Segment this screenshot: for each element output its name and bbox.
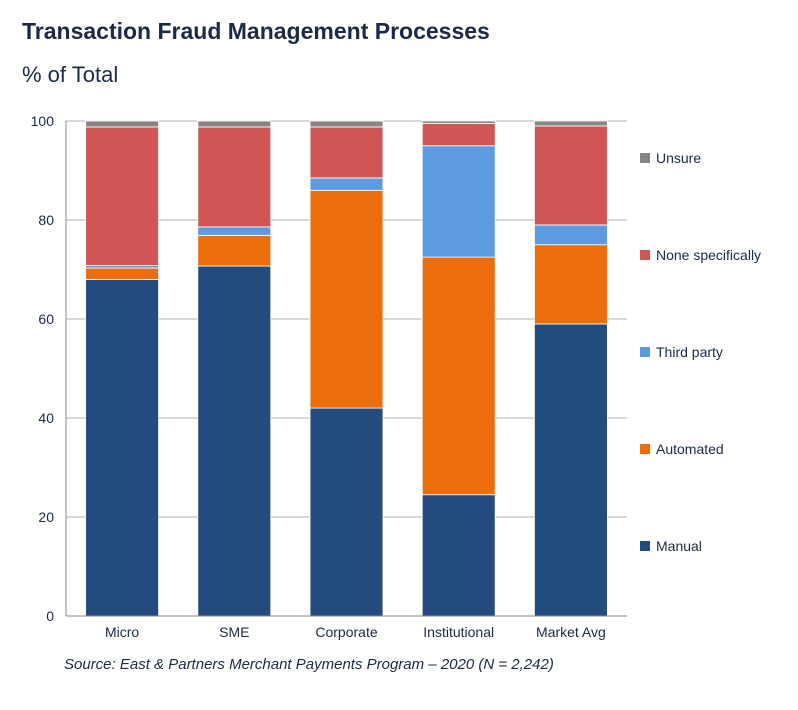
bar-segment-manual [197,265,272,617]
y-tick-label: 40 [38,410,54,426]
y-tick-label: 60 [38,311,54,327]
y-tick-label: 20 [38,509,54,525]
chart-source-note: Source: East & Partners Merchant Payment… [64,656,554,673]
bar-segment-unsure [534,120,608,127]
axes: 0 20 40 60 80 100 Micro SME Corporate Institution… [31,113,627,640]
y-tick-label: 0 [46,608,54,624]
bar-segment-automated [421,256,496,496]
legend: Unsure None specifically Third party Automa… [640,150,761,554]
bar-segment-none-specifically [85,126,159,266]
legend-label: Automated [656,441,724,457]
bar-segment-unsure [421,120,496,124]
x-tick-label: Market Avg [536,624,606,640]
y-tick-label: 80 [38,212,54,228]
chart-title: Transaction Fraud Management Processes [22,18,490,44]
bar-segment-manual [421,494,496,617]
legend-swatch [640,347,650,357]
bars [85,120,608,617]
bar-segment-none-specifically [421,123,496,147]
legend-label: None specifically [656,247,761,263]
x-tick-label: Corporate [315,624,377,640]
bar-segment-none-specifically [197,126,272,228]
bar-segment-third-party [309,177,384,191]
x-tick-label: SME [219,624,249,640]
x-tick-label: Institutional [423,624,494,640]
legend-swatch [640,153,650,163]
bar-segment-third-party [534,224,608,246]
bar-segment-manual [85,278,159,617]
stacked-bar-chart: 0 20 40 60 80 100 Micro SME Corporate Institution… [31,113,761,640]
bar-segment-manual [309,407,384,617]
bar-segment-automated [309,189,384,409]
bar-segment-third-party [197,226,272,236]
bar-segment-unsure [197,120,272,128]
bar-segment-automated [197,234,272,267]
legend-label: Unsure [656,150,701,166]
legend-label: Third party [656,344,723,360]
legend-swatch [640,444,650,454]
legend-swatch [640,541,650,551]
bar-segment-none-specifically [309,126,384,179]
bar-segment-third-party [421,145,496,258]
bar-segment-none-specifically [534,125,608,226]
bar-segment-manual [534,323,608,617]
legend-swatch [640,250,650,260]
bar-segment-automated [534,244,608,325]
y-tick-label: 100 [31,113,55,129]
bar-segment-automated [85,267,159,280]
legend-label: Manual [656,538,702,554]
bar-segment-unsure [309,120,384,128]
bar-segment-unsure [85,120,159,128]
x-tick-label: Micro [105,624,139,640]
chart-subtitle: % of Total [22,62,119,87]
